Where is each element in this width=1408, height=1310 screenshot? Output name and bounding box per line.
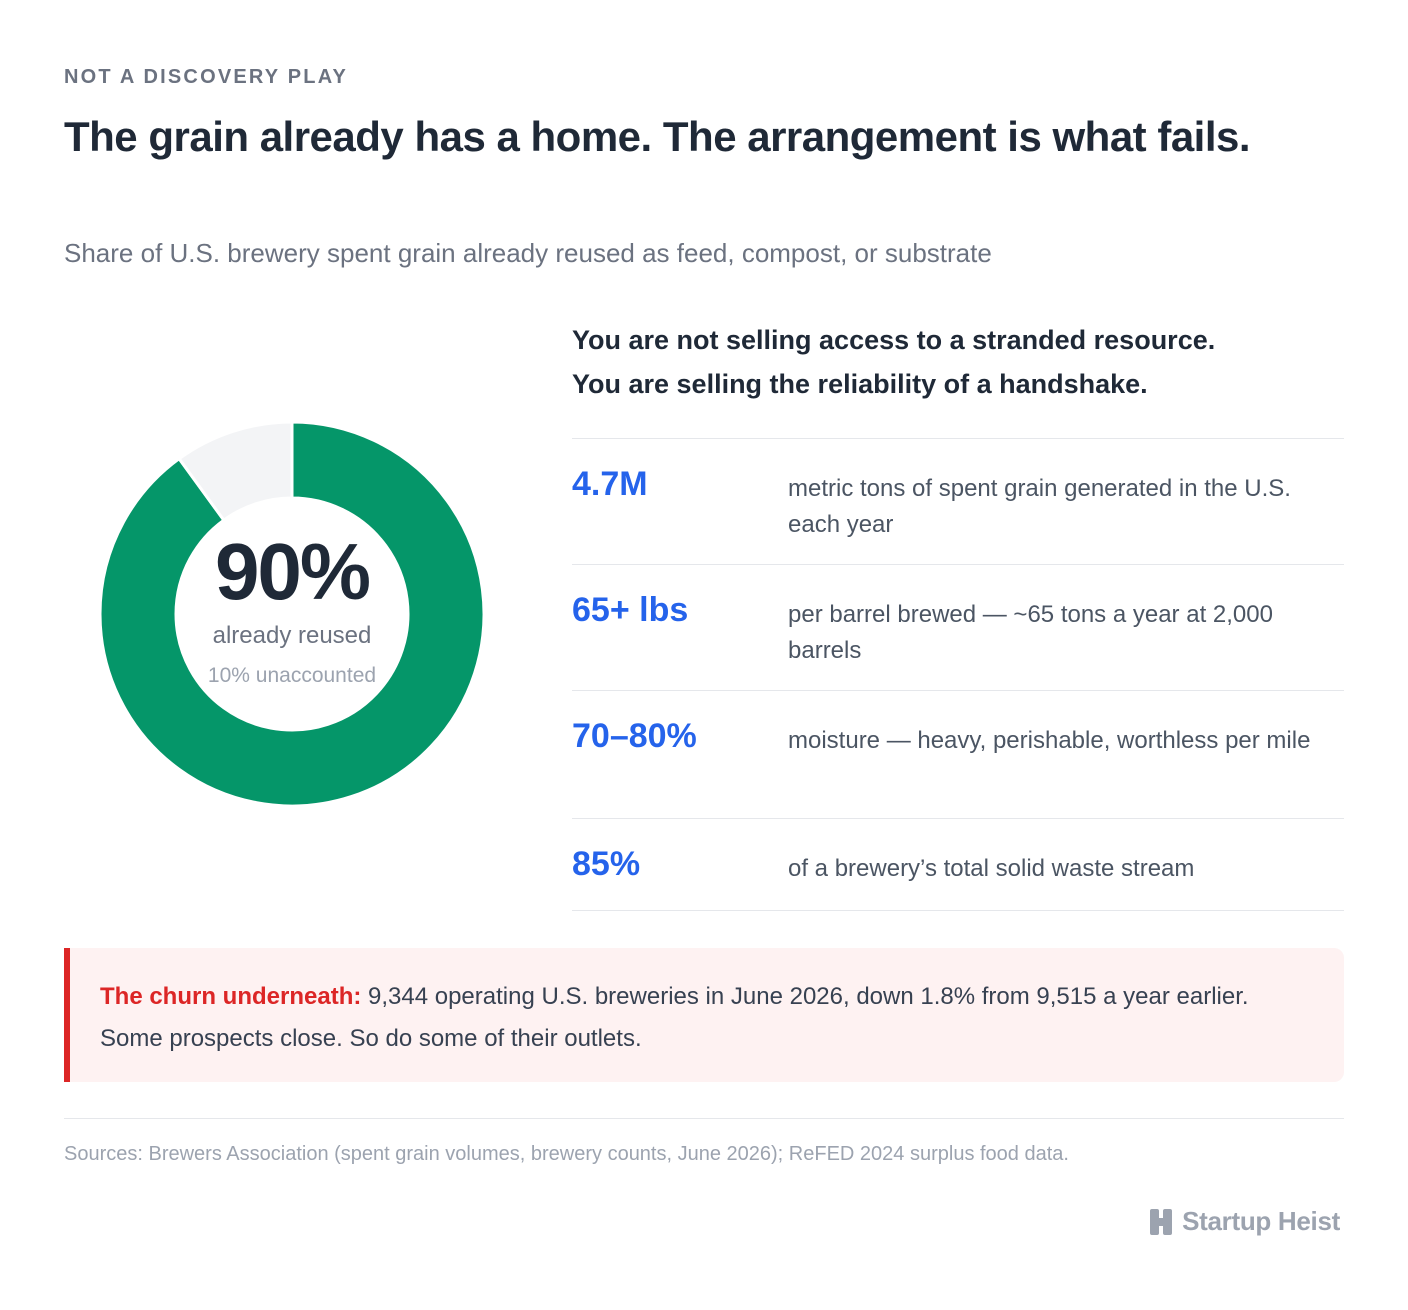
footer-divider — [64, 1118, 1344, 1119]
stat-value: 4.7M — [572, 465, 648, 503]
stats-list: 4.7M metric tons of spent grain generate… — [572, 438, 1344, 911]
eyebrow: NOT A DISCOVERY PLAY — [64, 66, 349, 88]
donut-center-value: 90% — [214, 527, 371, 616]
stat-description: moisture — heavy, perishable, worthless … — [788, 727, 1311, 754]
brand-logo: Startup Heist — [1148, 1206, 1340, 1237]
brand-name: Startup Heist — [1182, 1206, 1340, 1236]
stat-description: metric tons of spent grain generated in … — [788, 475, 1291, 538]
stat-value: 65+ lbs — [572, 591, 689, 629]
subtitle: Share of U.S. brewery spent grain alread… — [64, 238, 992, 268]
stat-row: 85% of a brewery’s total solid waste str… — [572, 819, 1344, 911]
donut-slice-unaccounted — [177, 420, 294, 523]
building-logo-icon — [1150, 1208, 1173, 1235]
donut-center-sublabel: 10% unaccounted — [207, 664, 377, 687]
stat-value: 85% — [572, 845, 641, 883]
stat-row: 70–80% moisture — heavy, perishable, wor… — [572, 691, 1344, 819]
churn-callout: The churn underneath: 9,344 operating U.… — [64, 948, 1344, 1082]
panel-lead-line-1: You are not selling access to a stranded… — [572, 325, 1216, 355]
donut-center: 90% already reused 10% unaccounted — [96, 418, 488, 810]
donut-slice-reused — [98, 420, 486, 808]
panel-lead: You are not selling access to a stranded… — [572, 318, 1344, 406]
callout-text: The churn underneath: 9,344 operating U.… — [100, 976, 1300, 1060]
stat-description: of a brewery’s total solid waste stream — [788, 855, 1195, 882]
panel-lead-line-2: You are selling the reliability of a han… — [572, 369, 1148, 399]
page-title: The grain already has a home. The arrang… — [64, 113, 1251, 160]
donut-svg — [98, 420, 486, 808]
donut-chart: 90% already reused 10% unaccounted — [96, 418, 488, 810]
stat-description: per barrel brewed — ~65 tons a year at 2… — [788, 601, 1273, 664]
stat-value: 70–80% — [572, 717, 697, 755]
stat-row: 65+ lbs per barrel brewed — ~65 tons a y… — [572, 565, 1344, 691]
callout-body: 9,344 operating U.S. breweries in June 2… — [100, 983, 1249, 1052]
sources-note: Sources: Brewers Association (spent grai… — [64, 1143, 1069, 1165]
callout-lead: The churn underneath: — [100, 983, 362, 1010]
stats-panel: You are not selling access to a stranded… — [572, 318, 1344, 911]
donut-center-label: already reused — [212, 622, 372, 649]
stat-row: 4.7M metric tons of spent grain generate… — [572, 439, 1344, 565]
